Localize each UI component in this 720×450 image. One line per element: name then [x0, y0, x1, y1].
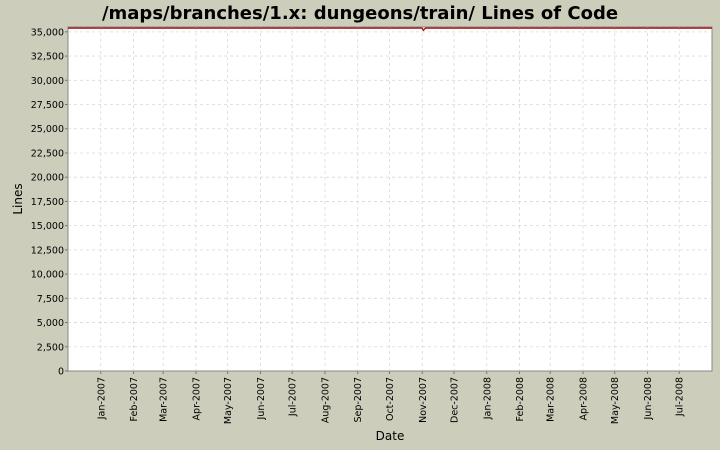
grid-lines [68, 27, 712, 371]
y-tick-label: 17,500 [31, 197, 64, 208]
y-tick-label: 2,500 [37, 342, 64, 353]
x-tick-label: Dec-2007 [449, 377, 460, 423]
x-tick-label: Nov-2007 [418, 377, 429, 423]
y-tick-label: 30,000 [31, 76, 64, 87]
x-tick-label: Jun-2008 [643, 377, 654, 420]
x-tick-label: Feb-2008 [515, 377, 526, 421]
y-tick-label: 5,000 [37, 318, 64, 329]
plot-area [67, 26, 713, 372]
x-tick-label: Apr-2008 [578, 377, 589, 420]
x-tick-label: Apr-2007 [191, 377, 202, 420]
x-tick-label: Mar-2007 [159, 377, 170, 422]
y-tick-label: 22,500 [31, 148, 64, 159]
series-layer [68, 27, 712, 32]
x-tick-label: Mar-2008 [546, 377, 557, 422]
y-axis-label: Lines [11, 183, 25, 214]
y-tick-label: 35,000 [31, 27, 64, 38]
x-tick-label: Jan-2008 [482, 377, 493, 420]
x-tick-label: May-2008 [610, 377, 621, 424]
y-tick-label: 0 [58, 367, 64, 378]
y-tick-label: 25,000 [31, 124, 64, 135]
x-tick-label: Sep-2007 [353, 377, 364, 423]
x-tick-label: Jul-2007 [288, 377, 299, 417]
x-tick-label: Jul-2008 [675, 377, 686, 417]
x-tick-label: Feb-2007 [129, 377, 140, 421]
y-tick-label: 10,000 [31, 270, 64, 281]
x-tick-label: Jun-2007 [256, 377, 267, 420]
series-line [68, 27, 712, 32]
chart-title: /maps/branches/1.x: dungeons/train/ Line… [102, 3, 618, 24]
y-tick-label: 32,500 [31, 52, 64, 63]
x-tick-label: Jan-2007 [96, 377, 107, 420]
x-axis: Jan-2007 Feb-2007 Mar-2007 Apr-2007 May-2007… [96, 371, 686, 424]
y-axis: 0 2,500 5,000 7,500 10,000 12,500 15,000 17,500… [31, 27, 68, 378]
y-tick-label: 12,500 [31, 245, 64, 256]
x-tick-label: May-2007 [223, 377, 234, 424]
y-tick-label: 27,500 [31, 100, 64, 111]
y-tick-label: 20,000 [31, 173, 64, 184]
x-tick-label: Aug-2007 [320, 377, 331, 423]
y-tick-label: 15,000 [31, 221, 64, 232]
x-tick-label: Oct-2007 [385, 377, 396, 421]
x-axis-label: Date [376, 429, 405, 443]
y-tick-label: 7,500 [37, 294, 64, 305]
